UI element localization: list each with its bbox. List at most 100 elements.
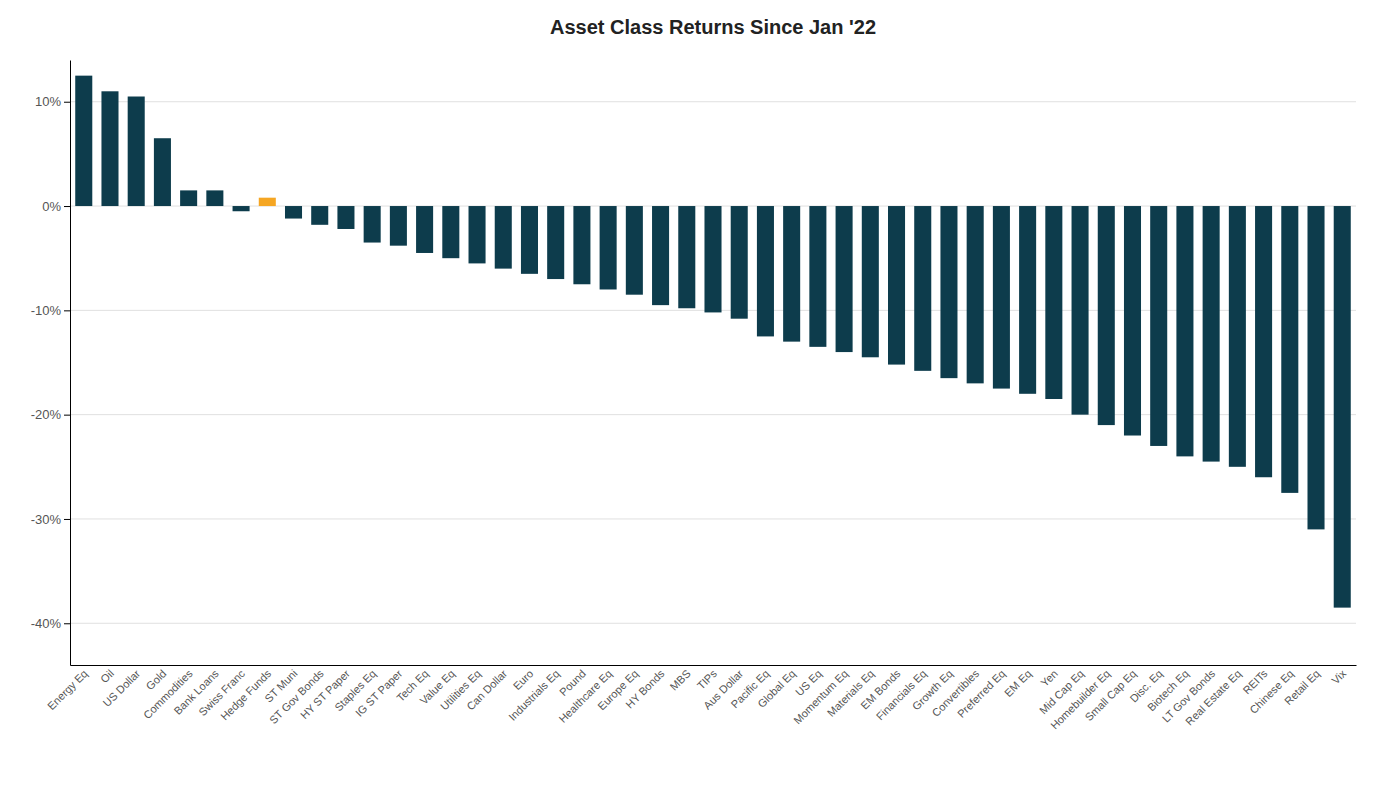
x-tick: Real Estate Eq xyxy=(1183,665,1243,728)
bar xyxy=(285,206,302,219)
x-tick-label: MBS xyxy=(667,667,692,692)
x-tick-label: Preferred Eq xyxy=(955,667,1008,720)
y-tick-mark xyxy=(64,102,70,103)
y-tick-mark xyxy=(64,415,70,416)
bar xyxy=(809,206,826,347)
x-tick: Vix xyxy=(1329,665,1349,686)
y-tick: -30% xyxy=(31,512,70,527)
x-tick: MBS xyxy=(667,665,692,693)
bar xyxy=(442,206,459,258)
x-tick: Can Dollar xyxy=(464,665,509,712)
x-tick-label: Retail Eq xyxy=(1282,667,1322,707)
bar xyxy=(783,206,800,342)
chart-title: Asset Class Returns Since Jan '22 xyxy=(550,16,876,38)
grid xyxy=(70,102,1356,624)
y-tick: -20% xyxy=(31,407,70,422)
bar xyxy=(757,206,774,336)
bar xyxy=(914,206,931,371)
x-tick: Oil xyxy=(98,665,116,685)
y-tick-mark xyxy=(64,310,70,311)
bar xyxy=(495,206,512,269)
x-tick-label: HY Bonds xyxy=(623,667,667,711)
x-tick-label: Industrials Eq xyxy=(506,667,562,723)
bar xyxy=(731,206,748,319)
bar xyxy=(390,206,407,246)
bar xyxy=(416,206,433,253)
y-tick-label: 10% xyxy=(35,94,61,109)
bar xyxy=(1072,206,1089,415)
x-tick-label: Energy Eq xyxy=(45,667,90,712)
x-tick: Industrials Eq xyxy=(506,665,562,723)
bar xyxy=(1229,206,1246,467)
chart-container: Asset Class Returns Since Jan '22 -40% -30… xyxy=(0,0,1386,805)
bar xyxy=(101,91,118,206)
y-tick: -40% xyxy=(31,616,70,631)
x-tick: Yen xyxy=(1038,665,1060,689)
x-tick: US Dollar xyxy=(100,665,142,709)
x-tick: Preferred Eq xyxy=(955,665,1008,720)
bar xyxy=(311,206,328,225)
x-tick-label: Real Estate Eq xyxy=(1183,667,1243,727)
bar xyxy=(154,138,171,206)
bar xyxy=(967,206,984,383)
x-tick: EM Eq xyxy=(1002,665,1034,699)
bar xyxy=(862,206,879,357)
bar xyxy=(652,206,669,305)
bar xyxy=(206,190,223,206)
bar xyxy=(521,206,538,274)
x-tick: HY Bonds xyxy=(623,665,667,711)
bar xyxy=(1150,206,1167,446)
bars xyxy=(75,76,1351,608)
y-tick: 0% xyxy=(42,199,70,214)
x-axis: Energy EqOilUS DollarGoldCommoditiesBank… xyxy=(45,665,1357,731)
grid-line xyxy=(70,623,1356,624)
x-tick-label: Yen xyxy=(1038,667,1060,689)
y-tick-label: -40% xyxy=(31,616,62,631)
bar xyxy=(1045,206,1062,399)
x-tick-label: Can Dollar xyxy=(464,667,509,712)
bar xyxy=(1098,206,1115,425)
bar xyxy=(1203,206,1220,462)
bar xyxy=(1176,206,1193,456)
x-tick-label: EM Eq xyxy=(1002,667,1034,699)
bar xyxy=(704,206,721,312)
grid-line xyxy=(70,101,1356,102)
bar xyxy=(547,206,564,279)
bar xyxy=(337,206,354,229)
bar xyxy=(1307,206,1324,529)
y-axis-line xyxy=(70,61,71,666)
x-axis-line xyxy=(71,665,1357,666)
grid-line xyxy=(70,518,1356,519)
bar xyxy=(259,198,276,206)
x-tick-label: US Dollar xyxy=(100,667,142,709)
y-axis: -40% -30% -20% -10% 0% 10% xyxy=(31,61,71,666)
bar xyxy=(233,206,250,211)
y-tick-label: 0% xyxy=(42,199,61,214)
bar xyxy=(1124,206,1141,435)
bar xyxy=(75,76,92,206)
bar xyxy=(888,206,905,365)
x-tick: Retail Eq xyxy=(1282,665,1322,707)
x-tick: Chinese Eq xyxy=(1247,665,1296,716)
y-tick-label: -10% xyxy=(31,303,62,318)
x-tick: Global Eq xyxy=(755,665,798,710)
y-tick: 10% xyxy=(35,94,70,109)
bar xyxy=(364,206,381,243)
bar xyxy=(180,190,197,206)
x-tick-label: Vix xyxy=(1329,667,1349,687)
bar xyxy=(1255,206,1272,477)
bar xyxy=(836,206,853,352)
y-tick-mark xyxy=(64,519,70,520)
y-tick-mark xyxy=(64,206,70,207)
bar xyxy=(1019,206,1036,394)
bar xyxy=(626,206,643,295)
chart-svg: Asset Class Returns Since Jan '22 -40% -30… xyxy=(0,0,1386,805)
bar xyxy=(573,206,590,284)
y-tick: -10% xyxy=(31,303,70,318)
bar xyxy=(993,206,1010,389)
x-tick: Energy Eq xyxy=(45,665,90,712)
bar xyxy=(678,206,695,308)
plot-area: -40% -30% -20% -10% 0% 10% Energy Eq OilUS Doll… xyxy=(31,61,1357,732)
bar xyxy=(1281,206,1298,493)
bar xyxy=(128,97,145,207)
